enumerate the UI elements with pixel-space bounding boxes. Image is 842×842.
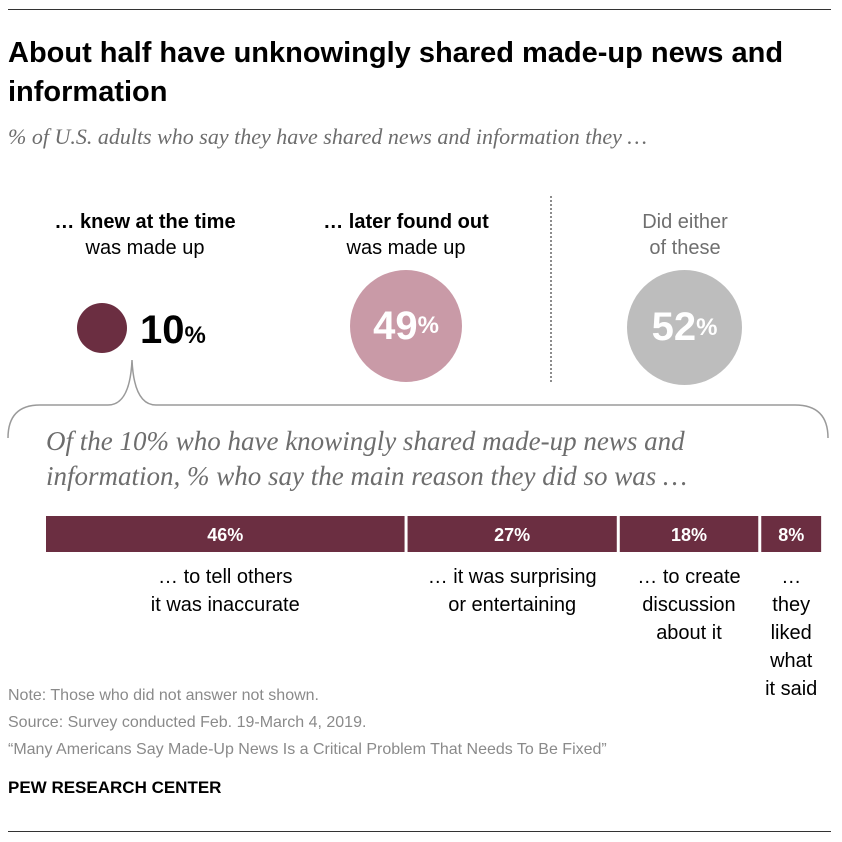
reason-bar-segment: [46, 516, 405, 552]
knew-percent: 10%: [140, 300, 206, 360]
later-unit: %: [417, 312, 439, 339]
reason-label-line: … to create: [637, 566, 741, 588]
reason-label-line: about it: [656, 622, 722, 644]
bottom-rule: [8, 831, 831, 832]
reason-bar-value-label: 8%: [778, 525, 804, 545]
report-title: “Many Americans Say Made-Up News Is a Cr…: [8, 741, 607, 758]
reason-label-line: it was inaccurate: [150, 594, 300, 616]
reason-bar-value-label: 46%: [207, 525, 243, 545]
reason-category-label: … to tell others it was inaccurate: [45, 563, 407, 619]
knew-bubble: [77, 303, 127, 353]
callout-bracket: [7, 359, 829, 439]
footnote: Note: Those who did not answer not shown…: [8, 687, 319, 704]
reason-label-line: discussion: [642, 594, 736, 616]
column-divider: [550, 196, 552, 382]
reason-label-line: … it was surprising: [427, 566, 597, 588]
top-rule: [8, 9, 831, 10]
later-percent: 49%: [350, 270, 462, 382]
either-heading-line2: of these: [649, 237, 721, 259]
did-either-heading: Did either of these: [560, 209, 810, 261]
reason-bar-value-label: 27%: [494, 525, 530, 545]
source-line: Source: Survey conducted Feb. 19-March 4…: [8, 714, 367, 731]
later-found-out-heading: … later found out was made up: [281, 209, 531, 261]
knew-value: 10: [140, 308, 185, 352]
reason-label-line: it said: [765, 678, 818, 700]
reason-label-line: what: [770, 650, 813, 672]
reason-bar-value-label: 18%: [671, 525, 707, 545]
either-bubble: [627, 270, 742, 385]
later-value: 49: [373, 303, 418, 348]
later-bubble: [350, 270, 462, 382]
either-unit: %: [696, 313, 718, 341]
reason-bar-chart: 46% 27% 18% 8%: [46, 516, 822, 552]
brand-logo: PEW RESEARCH CENTER: [8, 778, 222, 797]
reason-bar-segment: [761, 516, 822, 552]
reason-label-line: … they: [772, 566, 811, 616]
knew-heading-rest: was made up: [85, 237, 205, 259]
reason-category-label: … to create discussion about it: [618, 563, 759, 647]
later-heading-rest: was made up: [346, 237, 466, 259]
reason-bar-segment: [619, 516, 759, 552]
later-heading-bold: … later found out: [323, 211, 489, 233]
either-value: 52: [651, 305, 697, 349]
knew-at-time-heading: … knew at the time was made up: [20, 209, 270, 261]
reason-category-label: … they liked what it said: [760, 563, 823, 703]
knew-heading-bold: … knew at the time: [54, 211, 236, 233]
knew-unit: %: [184, 322, 206, 349]
either-heading-line1: Did either: [642, 211, 728, 233]
chart-subtitle: % of U.S. adults who say they have share…: [8, 124, 647, 149]
breakdown-question: Of the 10% who have knowingly shared mad…: [46, 426, 687, 491]
reason-category-label: … it was surprising or entertaining: [406, 563, 618, 619]
reason-label-line: liked: [770, 622, 812, 644]
reason-label-line: … to tell others: [158, 566, 293, 588]
either-percent: 52%: [627, 270, 742, 385]
reason-bar-segment: [407, 516, 617, 552]
reason-label-line: or entertaining: [448, 594, 577, 616]
chart-title: About half have unknowingly shared made-…: [8, 37, 784, 108]
